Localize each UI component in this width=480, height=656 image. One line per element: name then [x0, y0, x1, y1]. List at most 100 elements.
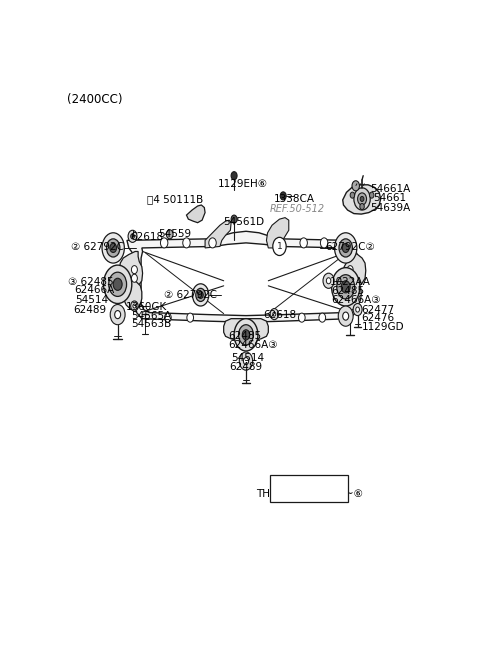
- Circle shape: [270, 308, 278, 319]
- Text: 1: 1: [276, 242, 282, 251]
- Text: 62476: 62476: [361, 313, 395, 323]
- Text: 62466A: 62466A: [74, 285, 114, 295]
- Text: 62485: 62485: [228, 331, 261, 341]
- Circle shape: [356, 307, 360, 312]
- Text: 1338CA: 1338CA: [274, 194, 315, 204]
- Circle shape: [347, 274, 353, 282]
- Text: 62618: 62618: [263, 310, 296, 320]
- Circle shape: [332, 268, 360, 306]
- Polygon shape: [141, 243, 351, 316]
- Circle shape: [132, 266, 137, 274]
- Circle shape: [338, 306, 353, 326]
- Text: 62618: 62618: [130, 232, 163, 242]
- Circle shape: [326, 277, 331, 284]
- Circle shape: [350, 192, 355, 198]
- Text: 54639A: 54639A: [371, 203, 411, 213]
- Circle shape: [231, 172, 237, 180]
- Polygon shape: [205, 220, 231, 248]
- Circle shape: [187, 313, 193, 322]
- Text: (2400CC): (2400CC): [67, 93, 122, 106]
- Circle shape: [183, 238, 190, 248]
- Text: 54563B: 54563B: [132, 319, 172, 329]
- Text: 62466A③: 62466A③: [228, 340, 277, 350]
- Circle shape: [160, 238, 168, 248]
- Circle shape: [370, 192, 374, 198]
- Text: 54559: 54559: [158, 230, 192, 239]
- Circle shape: [339, 239, 352, 257]
- Polygon shape: [343, 281, 361, 311]
- Circle shape: [280, 192, 286, 200]
- Text: 1129GD: 1129GD: [361, 321, 404, 332]
- Polygon shape: [266, 218, 289, 248]
- Circle shape: [276, 238, 283, 248]
- Text: 54661A: 54661A: [371, 184, 411, 194]
- Text: 54514: 54514: [231, 353, 264, 363]
- Polygon shape: [344, 251, 366, 289]
- Text: 62485: 62485: [331, 287, 364, 297]
- Circle shape: [335, 233, 357, 263]
- Circle shape: [192, 284, 209, 306]
- Circle shape: [128, 230, 137, 242]
- Text: 54561D: 54561D: [224, 217, 265, 227]
- Text: 54514: 54514: [75, 295, 108, 305]
- Text: 54565A: 54565A: [132, 311, 172, 321]
- Circle shape: [131, 301, 138, 311]
- Circle shape: [198, 291, 203, 298]
- Circle shape: [354, 188, 370, 210]
- Circle shape: [319, 313, 325, 322]
- Text: ② 62792C: ② 62792C: [164, 290, 217, 300]
- Text: 62489: 62489: [229, 361, 263, 372]
- Circle shape: [360, 196, 364, 201]
- Circle shape: [299, 313, 305, 322]
- Circle shape: [165, 313, 171, 322]
- Text: REF.50-512: REF.50-512: [270, 203, 325, 214]
- Polygon shape: [186, 205, 205, 222]
- Circle shape: [115, 310, 120, 319]
- Circle shape: [113, 278, 122, 291]
- Polygon shape: [127, 232, 358, 322]
- Circle shape: [343, 312, 348, 320]
- Circle shape: [167, 230, 173, 239]
- Circle shape: [107, 239, 120, 257]
- Circle shape: [196, 289, 205, 302]
- Text: 62792C②: 62792C②: [325, 242, 374, 252]
- Circle shape: [341, 281, 350, 293]
- Text: 62466A③: 62466A③: [331, 295, 380, 305]
- Polygon shape: [120, 251, 143, 289]
- Text: NOTE: NOTE: [295, 479, 324, 489]
- FancyBboxPatch shape: [270, 475, 348, 501]
- Circle shape: [110, 243, 117, 253]
- Text: 1022AA: 1022AA: [330, 277, 371, 287]
- Circle shape: [131, 234, 134, 239]
- Circle shape: [209, 238, 216, 248]
- Circle shape: [133, 304, 136, 308]
- Circle shape: [240, 352, 252, 370]
- Circle shape: [132, 274, 137, 282]
- Circle shape: [353, 304, 362, 316]
- Polygon shape: [224, 319, 268, 341]
- Circle shape: [300, 238, 307, 248]
- Text: ③ 62485: ③ 62485: [68, 277, 114, 287]
- Circle shape: [239, 325, 253, 345]
- Circle shape: [323, 273, 334, 289]
- Text: 1360GK: 1360GK: [126, 302, 168, 312]
- Circle shape: [273, 312, 276, 316]
- Circle shape: [234, 319, 258, 351]
- Text: 1129EH⑥: 1129EH⑥: [218, 179, 268, 189]
- Circle shape: [337, 275, 355, 299]
- Text: THE NO62401: ①~⑥: THE NO62401: ①~⑥: [256, 489, 363, 499]
- Text: ⑐4 50111B: ⑐4 50111B: [147, 194, 204, 204]
- Polygon shape: [343, 185, 381, 214]
- Circle shape: [273, 237, 286, 255]
- Circle shape: [109, 272, 127, 297]
- Circle shape: [358, 193, 367, 205]
- Circle shape: [360, 203, 364, 209]
- Text: ② 62792C: ② 62792C: [71, 242, 124, 252]
- Text: 54661: 54661: [373, 194, 407, 203]
- Circle shape: [104, 265, 132, 304]
- Text: 62489: 62489: [73, 304, 106, 315]
- Circle shape: [243, 358, 249, 365]
- Polygon shape: [123, 281, 142, 311]
- Circle shape: [242, 330, 250, 340]
- Circle shape: [347, 266, 353, 274]
